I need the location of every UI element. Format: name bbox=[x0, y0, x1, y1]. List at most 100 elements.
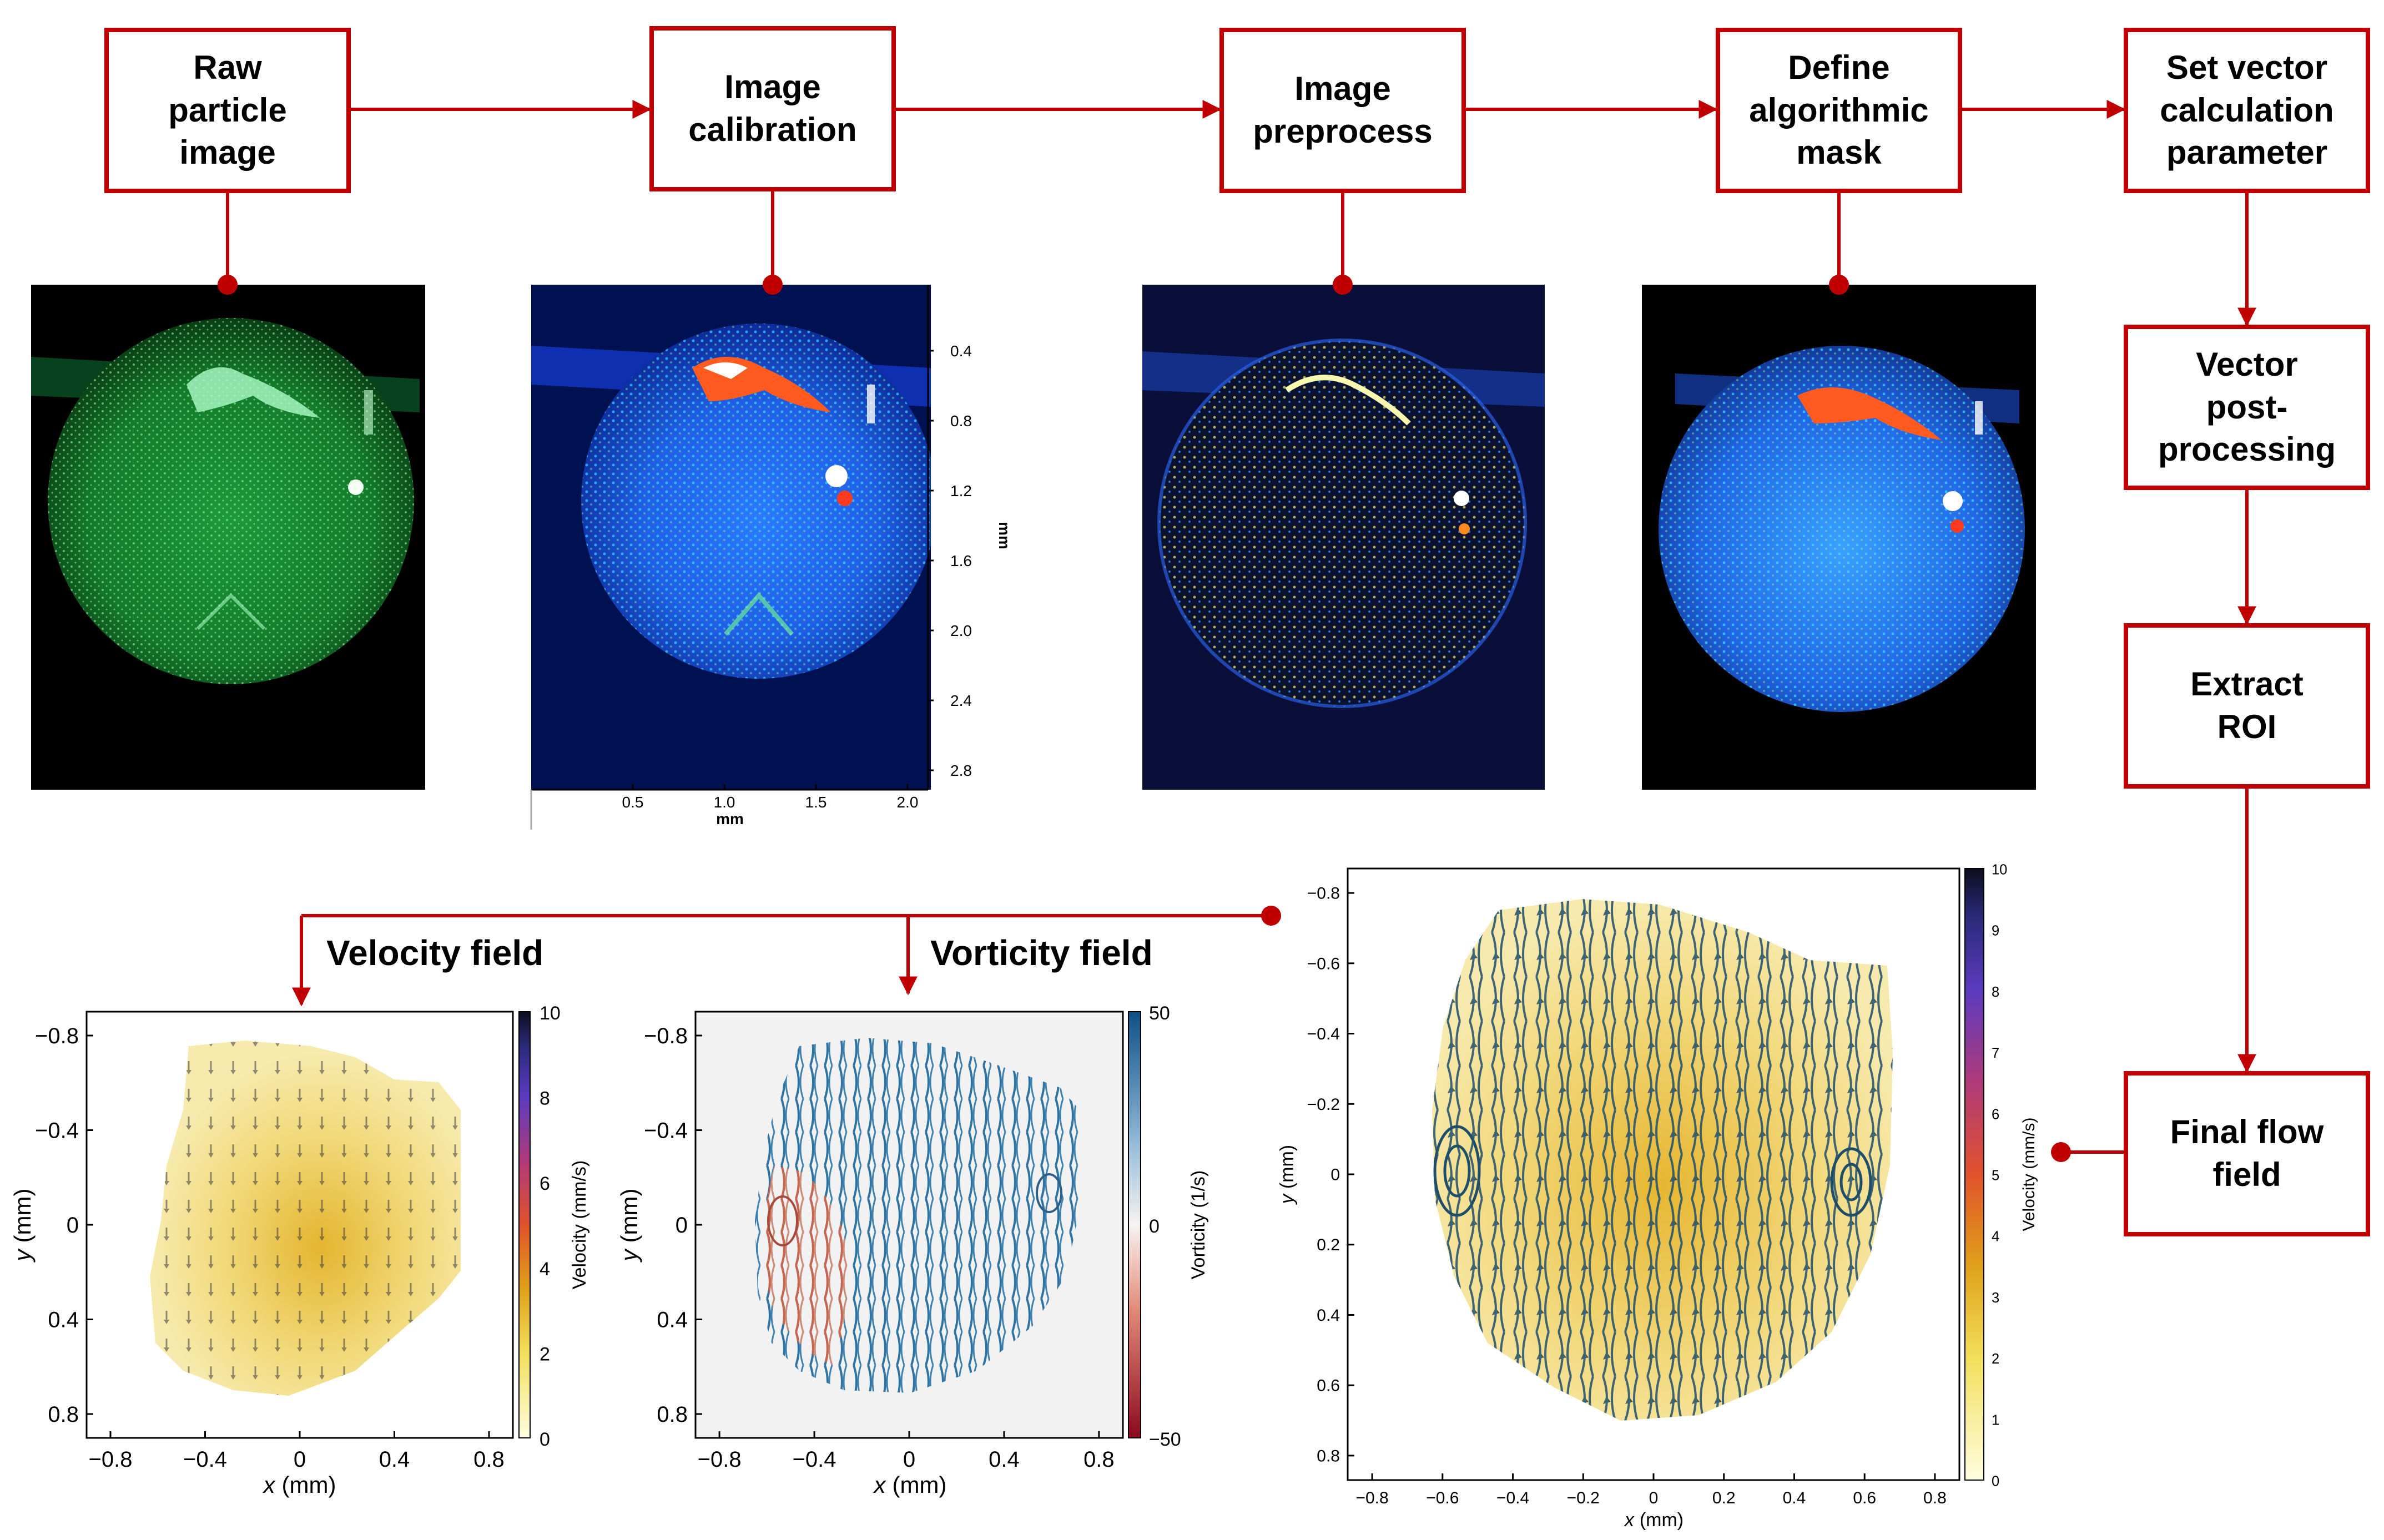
x-tick-label: 0.2 bbox=[1712, 1489, 1736, 1507]
x-tick-label: −0.4 bbox=[1496, 1489, 1529, 1507]
calibration-axes: mm mm bbox=[530, 285, 1013, 830]
vorticity-streamlines-negative bbox=[764, 1165, 848, 1365]
y-tick-label: 0.8 bbox=[657, 1402, 688, 1427]
colorbar-tick-label: 7 bbox=[1992, 1046, 1999, 1061]
calibration-tick-labels: 0.4 0.8 1.2 1.6 2.0 2.4 2.8 0.5 1.0 1.5 2.0 bbox=[622, 342, 972, 811]
colorbar-tick-label: 0 bbox=[1149, 1216, 1160, 1237]
x-tick-label: 0.6 bbox=[1853, 1489, 1876, 1507]
y-tick-label: 0.4 bbox=[657, 1307, 688, 1332]
x-tick-label: −0.6 bbox=[1426, 1489, 1459, 1507]
colorbar-tick-label: 2 bbox=[1992, 1351, 1999, 1367]
x-tick-label: 0.4 bbox=[1783, 1489, 1806, 1507]
vorticity-colorbar bbox=[1128, 1011, 1141, 1438]
raw-particle-image bbox=[31, 285, 425, 790]
velocity-colorbar-label: Velocity (mm/s) bbox=[569, 1160, 590, 1289]
y-tick-label: 0.8 bbox=[1317, 1447, 1340, 1465]
y-tick-label: −0.4 bbox=[644, 1119, 688, 1143]
calib-y-tick-label: 1.6 bbox=[950, 552, 972, 569]
colorbar-tick-label: 5 bbox=[1992, 1168, 1999, 1184]
velocity-chart-ticks: −0.8 −0.4 0 0.4 0.8 −0.8 −0.4 0 0.4 0.8 0 2 4 6 8 10 bbox=[35, 1003, 561, 1472]
final-streamlines bbox=[1432, 899, 1893, 1421]
x-tick-label: 0.8 bbox=[1083, 1447, 1115, 1472]
y-tick-label: −0.8 bbox=[644, 1024, 688, 1048]
x-tick-label: −0.8 bbox=[1355, 1489, 1388, 1507]
preprocessed-image bbox=[1142, 285, 1545, 790]
box-image-calibration: Image calibration bbox=[649, 26, 896, 191]
box-raw-particle-image: Raw particle image bbox=[104, 28, 351, 193]
colorbar-tick-label: 8 bbox=[1992, 984, 1999, 1000]
y-tick-label: −0.6 bbox=[1307, 955, 1340, 973]
calib-x-tick-label: 1.5 bbox=[805, 794, 827, 811]
colorbar-tick-label: 0 bbox=[540, 1429, 550, 1450]
y-tick-label: 0 bbox=[67, 1213, 79, 1238]
y-tick-label: −0.2 bbox=[1307, 1095, 1340, 1114]
y-tick-label: −0.8 bbox=[35, 1024, 79, 1048]
y-tick-label: 0.2 bbox=[1317, 1236, 1340, 1254]
calib-x-tick-label: 1.0 bbox=[714, 794, 735, 811]
velocity-x-axis-label: x (mm) bbox=[263, 1472, 336, 1498]
y-tick-label: 0 bbox=[676, 1213, 688, 1238]
calib-y-tick-label: 0.4 bbox=[950, 342, 972, 360]
calibrated-image bbox=[531, 285, 931, 790]
colorbar-tick-label: 3 bbox=[1992, 1290, 1999, 1306]
final-flow-chart: −0.8 −0.6 −0.4 −0.2 0 0.2 0.4 0.6 0.8 −0.8 −0.6 −0.… bbox=[1277, 862, 2038, 1531]
y-tick-label: 0.8 bbox=[48, 1402, 79, 1427]
label-velocity-field: Velocity field bbox=[326, 933, 544, 973]
vorticity-x-axis-label: x (mm) bbox=[873, 1472, 947, 1498]
box-define-algorithmic-mask: Define algorithmic mask bbox=[1716, 28, 1962, 193]
calib-x-tick-label: 2.0 bbox=[897, 794, 919, 811]
final-flow-connector bbox=[2051, 1142, 2124, 1162]
y-tick-label: −0.4 bbox=[35, 1119, 79, 1143]
final-colorbar-label: Velocity (mm/s) bbox=[2020, 1117, 2038, 1231]
calib-x-tick-label: 0.5 bbox=[622, 794, 644, 811]
x-tick-label: 0.8 bbox=[473, 1447, 505, 1472]
colorbar-tick-label: 1 bbox=[1992, 1412, 1999, 1428]
x-tick-label: −0.4 bbox=[793, 1447, 836, 1472]
colorbar-tick-label: 9 bbox=[1992, 923, 1999, 939]
branch-connector bbox=[292, 906, 1281, 1007]
x-tick-label: −0.8 bbox=[89, 1447, 133, 1472]
colorbar-tick-label: 4 bbox=[540, 1259, 550, 1280]
x-tick-label: 0 bbox=[294, 1447, 306, 1472]
x-tick-label: 0.4 bbox=[989, 1447, 1020, 1472]
x-tick-label: 0 bbox=[903, 1447, 915, 1472]
label-vorticity-field: Vorticity field bbox=[930, 933, 1153, 973]
vorticity-y-axis-label: y(mm) bbox=[616, 1189, 642, 1263]
velocity-vectors bbox=[150, 1041, 461, 1396]
final-colorbar bbox=[1964, 868, 1984, 1481]
colorbar-tick-label: 10 bbox=[1992, 862, 2007, 878]
x-tick-label: 0.8 bbox=[1923, 1489, 1947, 1507]
colorbar-tick-label: 50 bbox=[1149, 1003, 1170, 1024]
colorbar-tick-label: 2 bbox=[540, 1344, 550, 1365]
y-tick-label: 0.4 bbox=[48, 1307, 79, 1332]
box-set-vector-calculation-parameter: Set vector calculation parameter bbox=[2124, 28, 2370, 193]
colorbar-tick-label: 10 bbox=[540, 1003, 561, 1024]
colorbar-tick-label: 6 bbox=[1992, 1107, 1999, 1122]
x-tick-label: 0.4 bbox=[379, 1447, 410, 1472]
x-tick-label: −0.8 bbox=[698, 1447, 742, 1472]
box-image-preprocess: Image preprocess bbox=[1219, 28, 1466, 193]
final-chart-ticks: −0.8 −0.6 −0.4 −0.2 0 0.2 0.4 0.6 0.8 −0.8 −0.6 −0.… bbox=[1307, 862, 2008, 1508]
y-tick-label: 0 bbox=[1330, 1166, 1340, 1184]
velocity-chart: −0.8 −0.4 0 0.4 0.8 −0.8 −0.4 0 0.4 0.8 0 2 4 6 8 10 x(… bbox=[9, 1003, 590, 1498]
vorticity-colorbar-label: Vorticity (1/s) bbox=[1188, 1170, 1209, 1279]
colorbar-tick-label: 8 bbox=[540, 1088, 550, 1109]
calib-y-tick-label: 2.0 bbox=[950, 622, 972, 639]
velocity-colorbar bbox=[518, 1011, 531, 1438]
box-image-connectors bbox=[218, 191, 1849, 295]
y-tick-label: 0.6 bbox=[1317, 1377, 1340, 1395]
colorbar-tick-label: 4 bbox=[1992, 1229, 1999, 1245]
calib-y-tick-label: 2.4 bbox=[950, 692, 972, 709]
x-tick-label: −0.4 bbox=[183, 1447, 227, 1472]
y-tick-label: 0.4 bbox=[1317, 1306, 1340, 1325]
box-final-flow-field: Final flow field bbox=[2124, 1071, 2370, 1236]
masked-image bbox=[1642, 285, 2036, 790]
calib-x-axis-label: mm bbox=[716, 810, 744, 827]
vorticity-chart: −0.8 −0.4 0 0.4 0.8 −0.8 −0.4 0 0.4 0.8 50 0 −50 x (m… bbox=[616, 1003, 1209, 1498]
final-x-axis-label: x (mm) bbox=[1624, 1509, 1684, 1531]
y-tick-label: −0.8 bbox=[1307, 885, 1340, 903]
vorticity-chart-ticks: −0.8 −0.4 0 0.4 0.8 −0.8 −0.4 0 0.4 0.8 50 0 −50 bbox=[644, 1003, 1181, 1472]
calib-y-tick-label: 2.8 bbox=[950, 762, 972, 779]
x-tick-label: −0.2 bbox=[1567, 1489, 1600, 1507]
